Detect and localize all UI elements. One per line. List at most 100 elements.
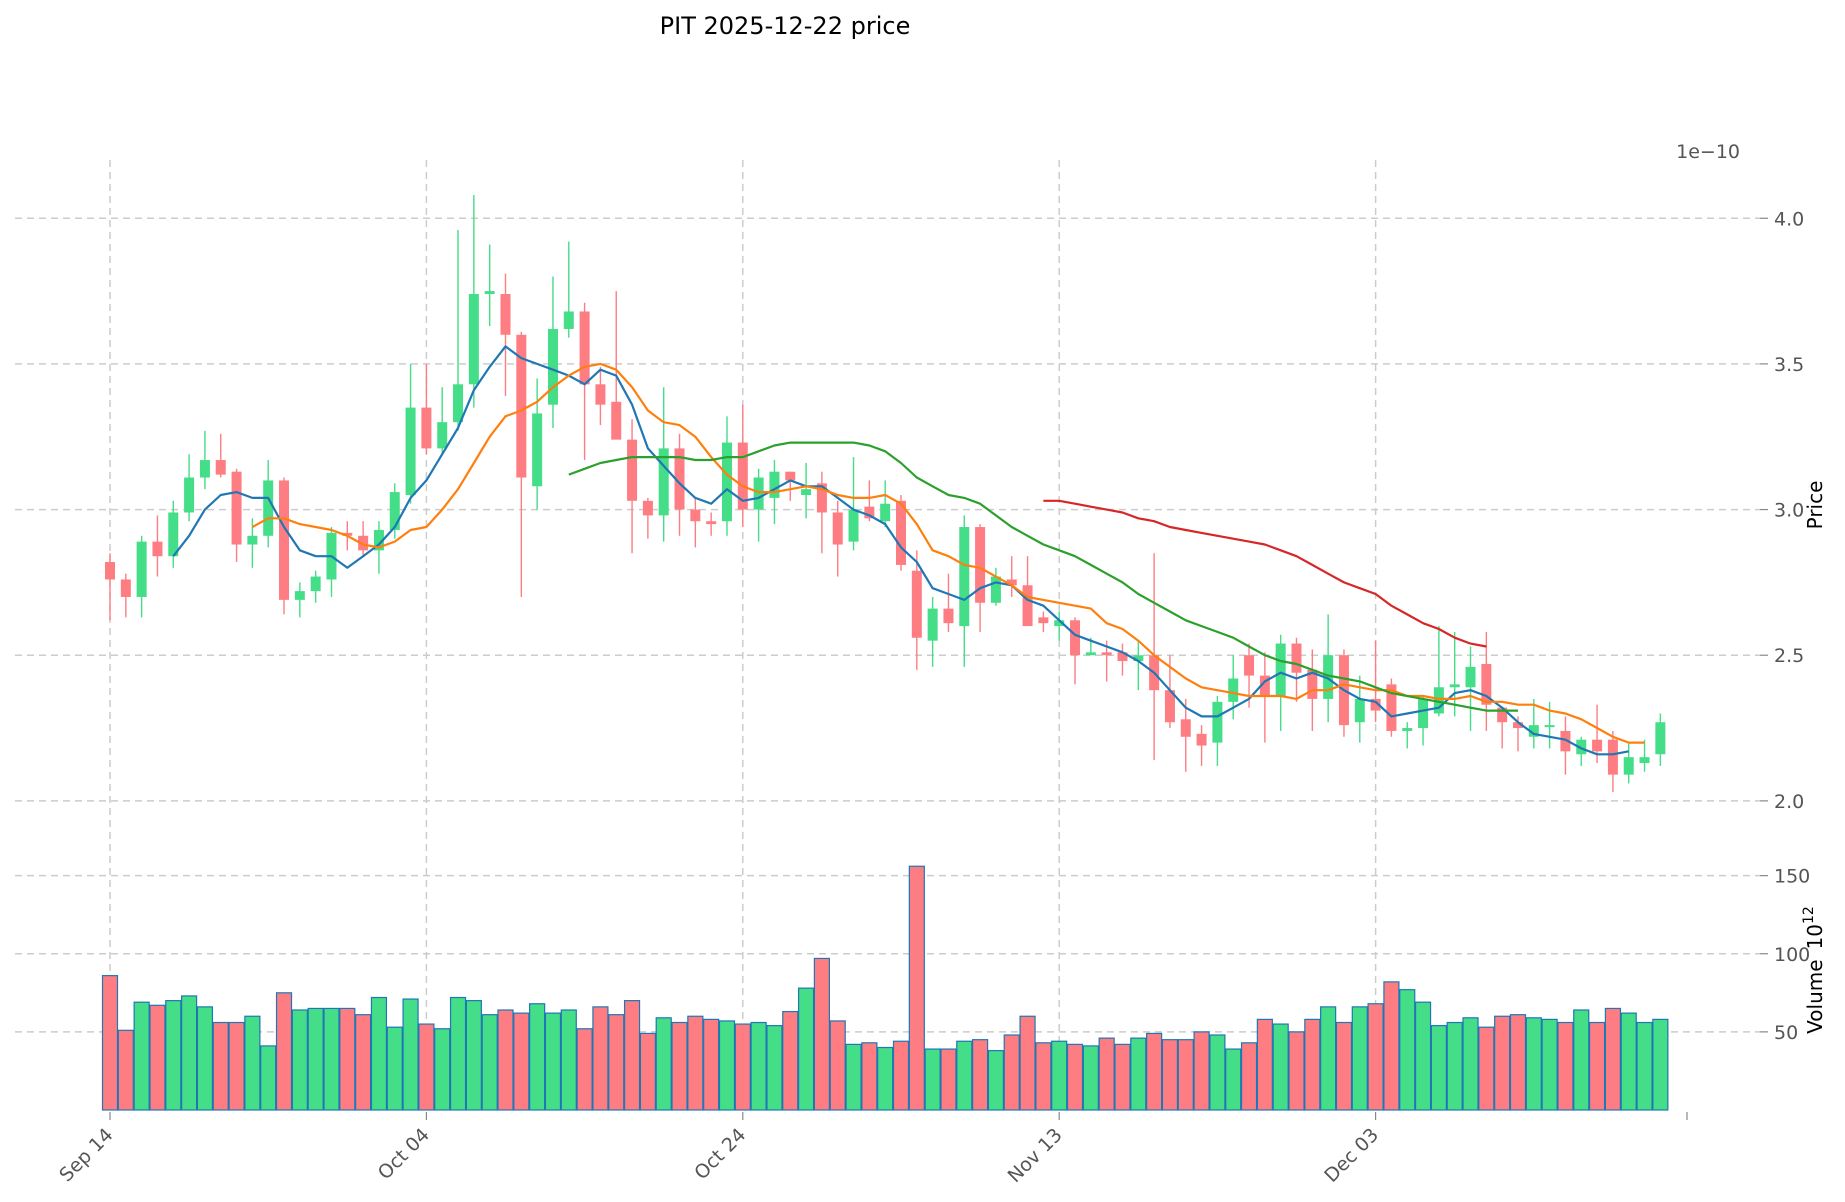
volume-bar	[782, 1010, 799, 1111]
candle-body	[453, 384, 464, 423]
volume-bar	[196, 1006, 214, 1111]
candle-body	[1354, 698, 1365, 723]
volume-bar	[1383, 981, 1400, 1111]
volume-bar	[703, 1018, 720, 1111]
candle-body	[1449, 684, 1460, 688]
volume-bar	[1304, 1018, 1321, 1111]
candle-body	[215, 460, 226, 475]
candle-body	[1560, 730, 1571, 752]
volume-bar	[608, 1014, 625, 1111]
volume-bar	[291, 1009, 308, 1111]
candle-body	[120, 579, 131, 597]
grid-lines	[15, 160, 1760, 1110]
volume-bar	[877, 1046, 894, 1111]
volume-bar	[623, 1000, 641, 1111]
candle-body	[1592, 739, 1603, 752]
candle-body	[563, 311, 574, 329]
candle-body	[595, 384, 606, 405]
volume-bar	[212, 1021, 229, 1111]
candle-body	[484, 291, 495, 294]
candle-body	[247, 535, 258, 545]
ma-line-ma5	[172, 345, 1629, 756]
date-tick-label: Dec 03	[1320, 1124, 1383, 1187]
candle-body	[294, 591, 305, 600]
volume-bar	[655, 1017, 672, 1111]
volume-bar	[829, 1020, 846, 1111]
volume-bar	[513, 1012, 530, 1111]
candle-body	[516, 334, 527, 478]
candle-body	[737, 442, 748, 510]
candles	[105, 194, 1666, 793]
candle-body	[310, 576, 321, 592]
volume-bar	[813, 957, 831, 1111]
volume-bar	[1146, 1032, 1163, 1111]
candle-body	[1402, 728, 1413, 731]
volume-bar	[386, 1026, 403, 1111]
volume-bar	[1351, 1006, 1368, 1111]
candle-body	[721, 442, 732, 522]
volume-bar	[244, 1015, 261, 1111]
candle-body	[1275, 643, 1286, 696]
volume-bar	[165, 1000, 182, 1111]
price-tick-label: 2.0	[1774, 791, 1804, 813]
volume-bar	[402, 998, 419, 1111]
volume-bar	[1478, 1026, 1495, 1111]
candle-body	[168, 512, 179, 557]
candle-body	[911, 570, 922, 638]
volume-bar	[592, 1006, 609, 1111]
candle-body	[864, 506, 875, 519]
candle-body	[1212, 701, 1223, 743]
candle-body	[690, 509, 701, 522]
candle-body	[658, 448, 669, 516]
candle-body	[358, 535, 369, 551]
candle-body	[1655, 722, 1666, 755]
volume-bar	[1573, 1009, 1590, 1111]
candle-body	[468, 294, 479, 385]
ma-line-ma30	[568, 441, 1518, 712]
volume-tick-label: 100	[1774, 944, 1810, 966]
candle-body	[642, 500, 653, 516]
candle-body	[532, 413, 543, 487]
volume-bar	[1130, 1037, 1147, 1111]
candle-body	[627, 439, 638, 501]
volume-bar	[956, 1040, 973, 1111]
volume-axis-label: Volume 1012	[1801, 906, 1827, 1034]
volume-bar	[1051, 1040, 1068, 1111]
volume-bar	[560, 1009, 577, 1111]
volume-bar	[1161, 1039, 1179, 1111]
candle-body	[1085, 652, 1096, 656]
volume-bar	[1525, 1017, 1542, 1111]
candle-body	[1228, 678, 1239, 702]
candle-body	[1133, 655, 1144, 662]
volume-bar	[750, 1021, 767, 1111]
candle-body	[1054, 620, 1065, 627]
volume-bar	[1462, 1017, 1479, 1111]
candle-body	[1512, 722, 1523, 729]
moving-average-lines	[172, 345, 1645, 756]
candle-body	[405, 407, 416, 495]
volume-bar	[228, 1021, 245, 1111]
candle-body	[199, 460, 210, 478]
date-tick-label: Nov 13	[1004, 1124, 1067, 1187]
volume-bar	[260, 1045, 277, 1111]
volume-bar	[465, 1000, 482, 1111]
candle-body	[263, 480, 274, 536]
volume-bar	[1082, 1045, 1099, 1111]
volume-bar	[434, 1028, 451, 1111]
volume-bar	[1288, 1031, 1305, 1111]
volume-bar	[718, 1020, 736, 1111]
volume-bar	[734, 1023, 751, 1111]
candle-body	[1070, 620, 1081, 656]
candle-body	[943, 608, 954, 624]
candle-body	[880, 503, 891, 522]
volume-label-text: Volume	[1803, 959, 1827, 1033]
volume-bar	[1509, 1014, 1527, 1111]
volume-bar	[133, 1001, 150, 1111]
volume-bar	[1177, 1039, 1194, 1111]
volume-bar	[1193, 1031, 1210, 1111]
volume-bar	[1114, 1043, 1131, 1111]
volume-bar	[797, 987, 815, 1111]
volume-bar	[1494, 1015, 1511, 1111]
volume-bar	[892, 1040, 910, 1111]
